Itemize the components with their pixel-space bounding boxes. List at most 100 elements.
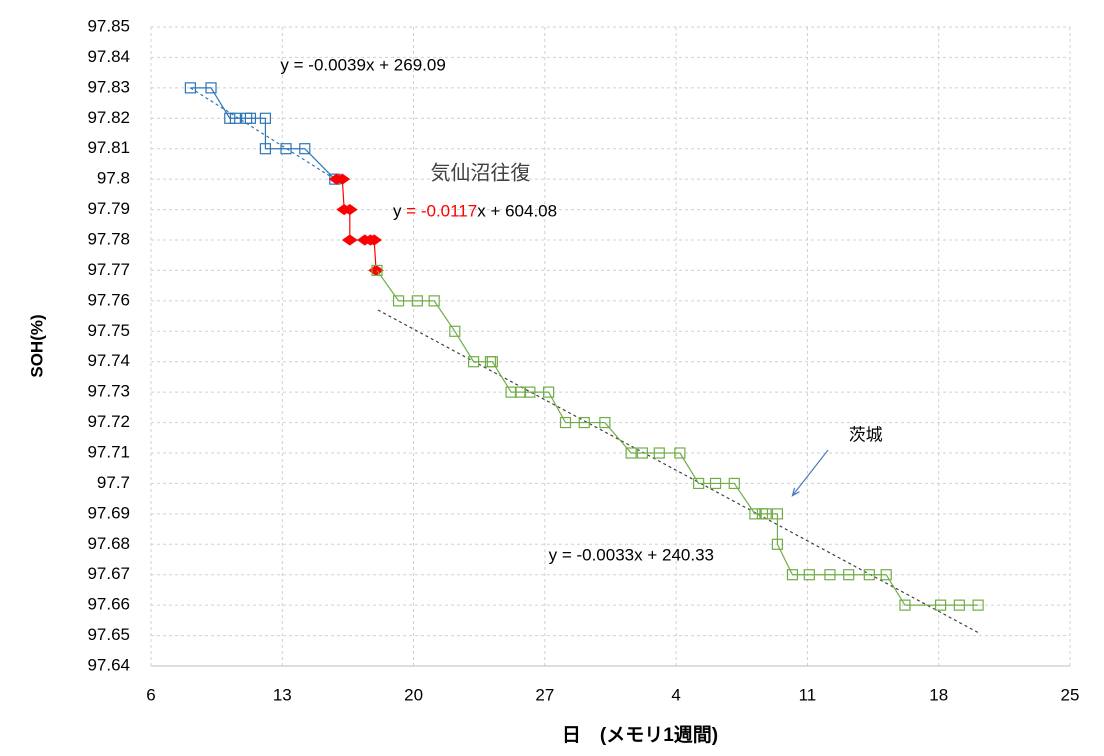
point bbox=[625, 447, 637, 459]
point bbox=[863, 569, 875, 581]
point bbox=[428, 295, 440, 307]
point bbox=[843, 569, 855, 581]
x-tick-label: 4 bbox=[671, 685, 680, 704]
point bbox=[636, 447, 648, 459]
trendline bbox=[190, 87, 336, 180]
point bbox=[371, 264, 383, 277]
series-line bbox=[376, 270, 979, 606]
y-tick-label: 97.75 bbox=[87, 321, 130, 340]
point bbox=[449, 325, 461, 337]
x-tick-label: 18 bbox=[929, 685, 948, 704]
annotation-part: 茨城 bbox=[849, 426, 883, 445]
point bbox=[205, 82, 217, 94]
y-tick-label: 97.85 bbox=[87, 16, 130, 35]
y-tick-label: 97.65 bbox=[87, 625, 130, 644]
y-tick-label: 97.68 bbox=[87, 534, 130, 553]
point bbox=[341, 203, 358, 216]
point bbox=[259, 143, 272, 155]
annotation-part: x + 604.08 bbox=[477, 202, 557, 221]
point bbox=[786, 569, 799, 581]
annotation: y = -0.0039x + 269.09 bbox=[280, 56, 445, 75]
annotation: y = -0.0117x + 604.08 bbox=[393, 202, 557, 221]
y-tick-label: 97.7 bbox=[97, 473, 130, 492]
point bbox=[559, 416, 572, 429]
y-tick-label: 97.71 bbox=[87, 442, 130, 461]
annotation-part: y = -0.0039x + 269.09 bbox=[280, 56, 445, 75]
y-tick-label: 97.8 bbox=[97, 169, 130, 188]
point bbox=[184, 82, 196, 94]
point bbox=[299, 143, 311, 155]
annotation: 茨城 bbox=[849, 426, 883, 445]
point bbox=[244, 112, 257, 124]
point bbox=[229, 112, 241, 124]
y-tick-label: 97.76 bbox=[87, 290, 130, 309]
point bbox=[899, 599, 911, 611]
x-tick-label: 27 bbox=[535, 685, 554, 704]
point bbox=[486, 356, 498, 368]
y-tick-label: 97.81 bbox=[87, 138, 130, 157]
y-tick-label: 97.78 bbox=[87, 229, 130, 248]
point bbox=[709, 477, 722, 490]
point bbox=[505, 386, 517, 398]
y-tick-label: 97.69 bbox=[87, 503, 130, 522]
y-tick-label: 97.74 bbox=[87, 351, 130, 370]
y-tick-label: 97.79 bbox=[87, 199, 130, 218]
y-tick-label: 97.83 bbox=[87, 77, 130, 96]
point bbox=[334, 173, 351, 185]
point bbox=[824, 569, 836, 581]
point bbox=[224, 112, 236, 124]
y-tick-label: 97.67 bbox=[87, 564, 130, 583]
point bbox=[599, 416, 611, 429]
point bbox=[366, 234, 383, 246]
point bbox=[280, 143, 292, 155]
point bbox=[514, 386, 527, 398]
y-tick-label: 97.72 bbox=[87, 412, 130, 431]
point bbox=[972, 599, 984, 611]
point bbox=[259, 112, 272, 124]
point bbox=[934, 599, 947, 611]
annotation: y = -0.0033x + 240.33 bbox=[549, 546, 714, 565]
point bbox=[392, 295, 405, 307]
point bbox=[578, 416, 590, 429]
y-tick-label: 97.64 bbox=[87, 655, 130, 674]
annotation-part: 気仙沼往復 bbox=[430, 162, 530, 185]
point bbox=[411, 295, 423, 307]
point bbox=[771, 538, 784, 550]
point bbox=[467, 356, 480, 368]
annotation-part: y = -0.0033x + 240.33 bbox=[549, 546, 714, 565]
y-tick-label: 97.84 bbox=[87, 47, 130, 66]
point bbox=[760, 508, 772, 520]
x-tick-label: 11 bbox=[799, 685, 817, 704]
point bbox=[543, 386, 555, 398]
point bbox=[341, 234, 358, 246]
annotation-part: y bbox=[393, 202, 406, 221]
point bbox=[674, 447, 686, 459]
x-tick-label: 20 bbox=[404, 685, 423, 704]
annotation-part: = -0.0117 bbox=[406, 202, 477, 221]
y-tick-label: 97.82 bbox=[87, 108, 130, 127]
y-axis-label: SOH(%) bbox=[27, 314, 46, 377]
x-tick-label: 13 bbox=[273, 685, 292, 704]
point bbox=[880, 569, 892, 581]
x-tick-label: 25 bbox=[1061, 685, 1080, 704]
point bbox=[653, 447, 665, 459]
annotation: 気仙沼往復 bbox=[430, 162, 530, 185]
series-line bbox=[190, 87, 336, 180]
y-tick-label: 97.66 bbox=[87, 595, 130, 614]
point bbox=[524, 386, 536, 398]
point bbox=[953, 599, 965, 611]
point bbox=[749, 508, 761, 520]
trendline bbox=[377, 309, 979, 634]
y-tick-label: 97.73 bbox=[87, 382, 130, 401]
x-tick-label: 6 bbox=[146, 685, 155, 704]
point bbox=[368, 264, 384, 277]
point bbox=[771, 508, 784, 520]
point bbox=[693, 477, 705, 490]
point bbox=[728, 477, 740, 490]
series-line bbox=[336, 178, 377, 271]
x-axis-label: 日 (メモリ1週間) bbox=[562, 724, 718, 746]
y-tick-label: 97.77 bbox=[87, 260, 130, 279]
point bbox=[803, 569, 815, 581]
arrow bbox=[791, 449, 829, 497]
